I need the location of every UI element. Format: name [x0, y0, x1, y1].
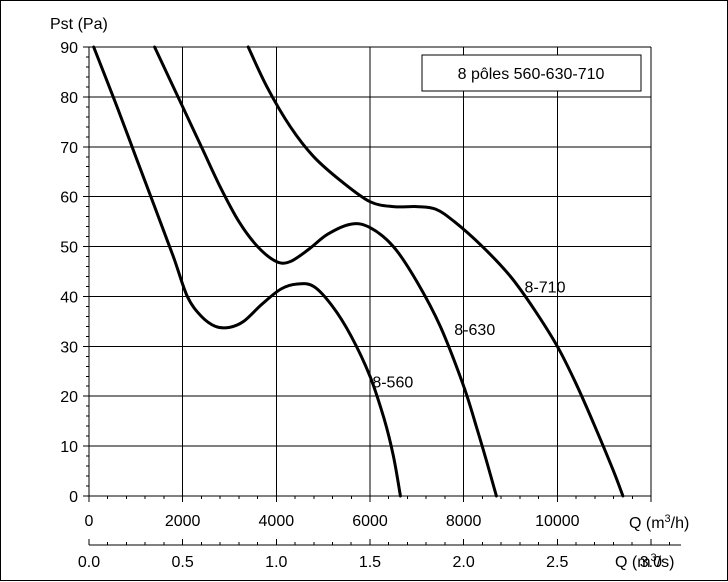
y-tick-label: 10 [60, 439, 78, 456]
chart-title: 8 pôles 560-630-710 [458, 66, 605, 83]
x2-tick-label: 2.0 [452, 554, 474, 571]
x-tick-label: 8000 [446, 513, 482, 530]
curve-8-560 [92, 45, 402, 498]
y-tick-label: 40 [60, 289, 78, 306]
x2-tick-label: 0.5 [172, 554, 194, 571]
curve-label-8-710: 8-710 [525, 279, 566, 296]
x2-tick-label: 1.0 [265, 554, 287, 571]
x2-tick-label: 3.0 [640, 554, 662, 571]
y-tick-label: 80 [60, 90, 78, 107]
x-tick-label: 10000 [535, 513, 580, 530]
x2-tick-label: 0.0 [78, 554, 100, 571]
x-tick-label: 6000 [352, 513, 388, 530]
y-tick-label: 30 [60, 339, 78, 356]
y-tick-label: 70 [60, 140, 78, 157]
y-tick-label: 90 [60, 40, 78, 57]
curve-labels: 8-560 8-630 8-710 [372, 279, 565, 391]
y-axis-label: Pst (Pa) [50, 16, 108, 33]
y-tick-label: 50 [60, 240, 78, 257]
x2-axis-label: Q (m3/s) [615, 552, 674, 571]
axes: 0 2000 4000 6000 8000 10000 0 10 20 30 40 50 60 70 80 9… [60, 40, 681, 571]
y-tick-label: 60 [60, 190, 78, 207]
y-tick-label: 0 [69, 489, 78, 506]
curves [92, 45, 625, 498]
y-tick-label: 20 [60, 389, 78, 406]
curve-label-8-630: 8-630 [454, 322, 495, 339]
curve-label-8-560: 8-560 [372, 374, 413, 391]
x-tick-label: 2000 [165, 513, 201, 530]
legend-box [421, 54, 642, 92]
x2-tick-label: 2.5 [546, 554, 568, 571]
x-axis-label: Q (m3/h) [629, 513, 689, 532]
legend: 8 pôles 560-630-710 [421, 54, 642, 92]
grid-lines [89, 46, 652, 497]
x-tick-label: 4000 [259, 513, 295, 530]
x-tick-label: 0 [85, 513, 94, 530]
x2-tick-label: 1.5 [359, 554, 381, 571]
curve-8-710 [246, 45, 625, 498]
curve-8-630 [153, 45, 498, 498]
